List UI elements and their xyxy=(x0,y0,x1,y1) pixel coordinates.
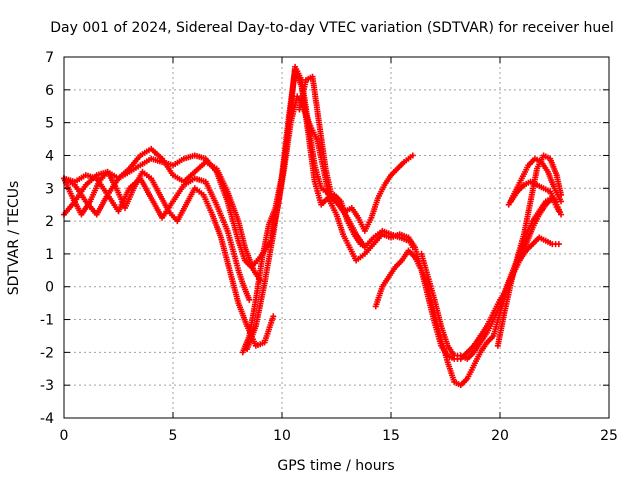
data-layer xyxy=(61,63,565,389)
y-tick-label: 5 xyxy=(45,116,54,132)
series-markers xyxy=(244,66,410,350)
series-track-13 xyxy=(505,155,565,208)
y-tick-label: 6 xyxy=(45,83,54,99)
y-tick-label: -4 xyxy=(40,411,54,427)
series-track-14 xyxy=(507,178,565,218)
y-tick-label: -3 xyxy=(40,378,54,394)
y-tick-label: 3 xyxy=(45,181,54,197)
series-markers xyxy=(268,95,415,262)
y-tick-label: -2 xyxy=(40,345,54,361)
x-tick-label: 25 xyxy=(600,428,618,444)
series-track-2 xyxy=(61,145,264,284)
chart-title: Day 001 of 2024, Sidereal Day-to-day VTE… xyxy=(50,20,613,36)
y-tick-label: 2 xyxy=(45,214,54,230)
series-markers xyxy=(296,74,414,232)
series-track-8 xyxy=(296,73,416,234)
x-tick-label: 0 xyxy=(60,428,69,444)
series-markers xyxy=(509,179,563,216)
y-tick-label: 0 xyxy=(45,280,54,296)
x-tick-label: 15 xyxy=(382,428,400,444)
series-track-7 xyxy=(268,93,416,264)
tick-layer: 0 5 10 15 20 25 -4 -3 -2 -1 0 1 2 3 4 5 6 7 xyxy=(40,50,618,444)
y-tick-label: -1 xyxy=(40,313,54,329)
series-markers xyxy=(495,153,564,347)
x-tick-label: 20 xyxy=(491,428,509,444)
y-tick-label: 4 xyxy=(45,148,54,164)
series-trace xyxy=(246,64,409,350)
series-track-9 xyxy=(372,234,562,389)
plot-frame xyxy=(63,56,610,419)
y-axis-label: SDTVAR / TECUs xyxy=(6,181,22,296)
y-tick-label: 7 xyxy=(45,50,54,66)
x-axis-label: GPS time / hours xyxy=(277,458,394,474)
series-markers xyxy=(373,235,559,388)
series-track-6 xyxy=(244,63,412,353)
x-tick-label: 5 xyxy=(169,428,178,444)
y-tick-label: 1 xyxy=(45,247,54,263)
x-tick-label: 10 xyxy=(273,428,291,444)
